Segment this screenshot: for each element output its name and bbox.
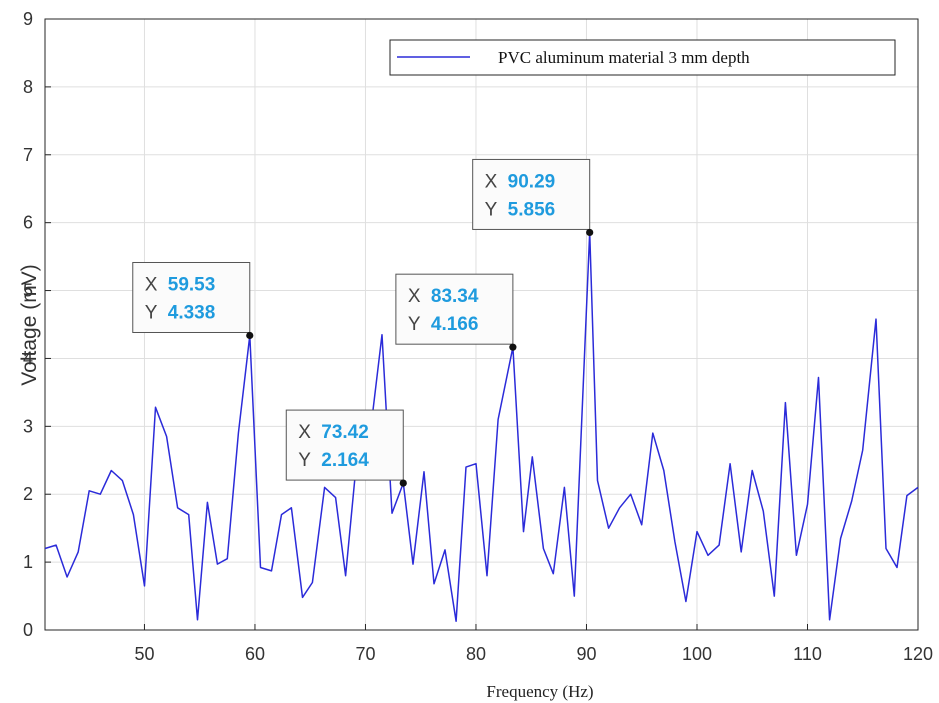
datatip-x-value: 90.29 bbox=[508, 171, 556, 192]
datatip-y-key: Y bbox=[145, 302, 158, 323]
x-tick-label: 80 bbox=[466, 644, 486, 664]
datatip-marker[interactable] bbox=[586, 228, 594, 237]
x-tick-label: 70 bbox=[355, 644, 375, 664]
legend: PVC aluminum material 3 mm depth bbox=[389, 39, 896, 76]
datatips-group: X 59.53 Y 4.338 X 73.42 Y 2.164 X 83.34 Y 4.166 X 90.… bbox=[132, 158, 594, 487]
y-tick-label: 2 bbox=[23, 484, 33, 504]
datatip-x-key: X bbox=[485, 171, 498, 192]
y-tick-label: 3 bbox=[23, 416, 33, 436]
y-tick-label: 6 bbox=[23, 213, 33, 233]
x-axis-label: Frequency (Hz) bbox=[486, 682, 593, 701]
datatip-y-key: Y bbox=[485, 199, 498, 220]
series-line bbox=[44, 231, 919, 622]
legend-entry-label: PVC aluminum material 3 mm depth bbox=[498, 48, 750, 67]
datatip[interactable]: X 59.53 Y 4.338 bbox=[132, 261, 254, 340]
datatip-y-key: Y bbox=[298, 450, 311, 471]
datatip-box bbox=[472, 158, 591, 230]
y-axis-label: Voltage (mV) bbox=[18, 264, 41, 385]
datatip-box bbox=[285, 409, 404, 481]
datatip-x-value: 83.34 bbox=[431, 286, 479, 307]
legend-box bbox=[389, 39, 896, 76]
datatip-x-value: 73.42 bbox=[321, 422, 369, 443]
x-tick-label: 110 bbox=[793, 644, 822, 664]
x-tick-label: 120 bbox=[903, 644, 933, 664]
x-tick-label: 90 bbox=[576, 644, 596, 664]
datatip-marker[interactable] bbox=[246, 331, 254, 340]
y-tick-label: 7 bbox=[23, 145, 33, 165]
y-tick-label: 1 bbox=[23, 552, 33, 572]
y-tick-label: 5 bbox=[23, 281, 33, 301]
x-tick-label: 60 bbox=[245, 644, 265, 664]
datatip-box bbox=[132, 261, 251, 333]
datatip-y-key: Y bbox=[408, 314, 421, 335]
datatip-marker[interactable] bbox=[399, 479, 407, 487]
datatip-y-value: 2.164 bbox=[321, 450, 369, 471]
datatip-marker[interactable] bbox=[509, 343, 517, 351]
x-axis-ticks: 50 60 70 80 90 100 110 120 bbox=[134, 624, 933, 664]
datatip-x-key: X bbox=[298, 422, 311, 443]
datatip-x-key: X bbox=[145, 274, 158, 295]
datatip-y-value: 4.166 bbox=[431, 314, 479, 335]
series-group bbox=[44, 231, 919, 622]
y-tick-label: 9 bbox=[23, 9, 33, 29]
y-tick-label: 0 bbox=[23, 620, 33, 640]
y-tick-label: 8 bbox=[23, 77, 33, 97]
plot-frame bbox=[44, 18, 919, 631]
datatip-box bbox=[395, 273, 514, 345]
datatip-y-value: 4.338 bbox=[168, 302, 216, 323]
datatip-x-value: 59.53 bbox=[168, 274, 216, 295]
datatip-y-value: 5.856 bbox=[508, 199, 556, 220]
datatip[interactable]: X 73.42 Y 2.164 bbox=[285, 409, 407, 487]
x-tick-label: 50 bbox=[134, 644, 154, 664]
y-tick-label: 4 bbox=[23, 348, 33, 368]
datatip[interactable]: X 90.29 Y 5.856 bbox=[472, 158, 594, 237]
datatip-x-key: X bbox=[408, 286, 421, 307]
y-axis-ticks: 0 1 2 3 4 5 6 7 8 9 bbox=[23, 9, 51, 640]
x-tick-label: 100 bbox=[682, 644, 712, 664]
datatip[interactable]: X 83.34 Y 4.166 bbox=[395, 273, 517, 351]
